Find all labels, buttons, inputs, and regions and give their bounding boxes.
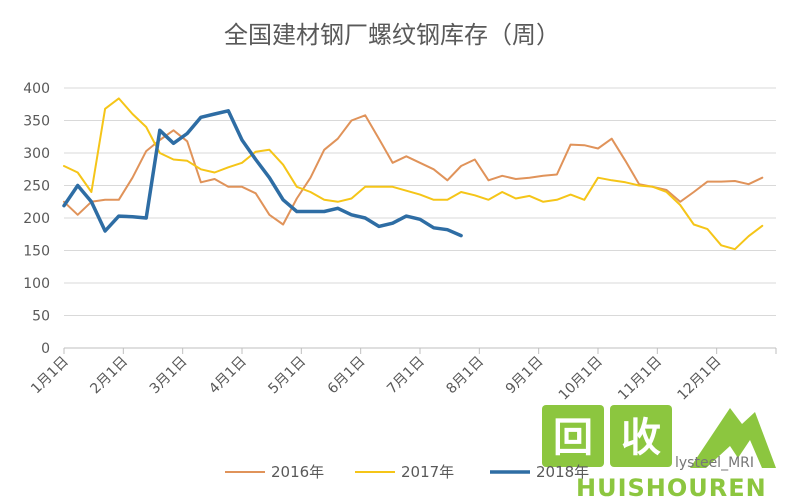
x-tick-label: 8月1日 (443, 354, 487, 398)
y-tick-label: 50 (32, 309, 50, 325)
x-tick-label: 5月1日 (265, 354, 309, 398)
x-tick-label: 3月1日 (147, 354, 191, 398)
legend-item: 2018年 (490, 463, 589, 481)
legend-item: 2016年 (225, 463, 324, 481)
x-tick-label: 11月1日 (615, 354, 665, 404)
chart-title: 全国建材钢厂螺纹钢库存（周） (224, 21, 560, 49)
y-axis: 0 50 100 150 200 250 300 350 400 (23, 81, 50, 357)
y-tick-label: 300 (23, 146, 50, 162)
y-tick-label: 350 (23, 114, 50, 130)
x-tick-label: 10月1日 (556, 354, 606, 404)
legend-label: 2018年 (536, 463, 589, 481)
x-tick-label: 12月1日 (674, 354, 724, 404)
watermark: 回 收 lysteel_MRI HUISHOUREN (542, 405, 776, 500)
watermark-logo-char-2: 收 (621, 415, 661, 461)
y-tick-label: 100 (23, 276, 50, 292)
x-tick-label: 9月1日 (503, 354, 547, 398)
y-tick-label: 0 (41, 341, 50, 357)
series-line-3 (62, 109, 463, 238)
legend-label: 2016年 (271, 463, 324, 481)
series-lines (62, 97, 764, 251)
y-tick-label: 200 (23, 211, 50, 227)
watermark-figure-icon (690, 408, 776, 468)
x-tick-label: 2月1日 (87, 354, 131, 398)
series-line-1 (63, 114, 764, 226)
watermark-logo-box-1 (542, 405, 604, 467)
x-tick-label: 7月1日 (384, 354, 428, 398)
legend-label: 2017年 (401, 463, 454, 481)
watermark-text: lysteel_MRI (675, 455, 754, 471)
x-tick-label: 6月1日 (325, 354, 369, 398)
x-axis: 1月1日 2月1日 3月1日 4月1日 5月1日 6月1日 7月1日 8月1日 9月1日 10月1… (28, 347, 777, 404)
y-tick-label: 150 (23, 244, 50, 260)
y-tick-label: 400 (23, 81, 50, 97)
legend: 2016年 2017年 2018年 (225, 463, 589, 481)
watermark-logo-box-2 (610, 405, 672, 467)
x-tick-label: 4月1日 (206, 354, 250, 398)
watermark-brand: HUISHOUREN (576, 474, 767, 500)
series-line-2 (63, 97, 764, 251)
y-tick-label: 250 (23, 179, 50, 195)
legend-item: 2017年 (355, 463, 454, 481)
x-tick-label: 1月1日 (28, 354, 72, 398)
gridlines (64, 87, 776, 316)
watermark-logo-char-1: 回 (553, 415, 593, 461)
